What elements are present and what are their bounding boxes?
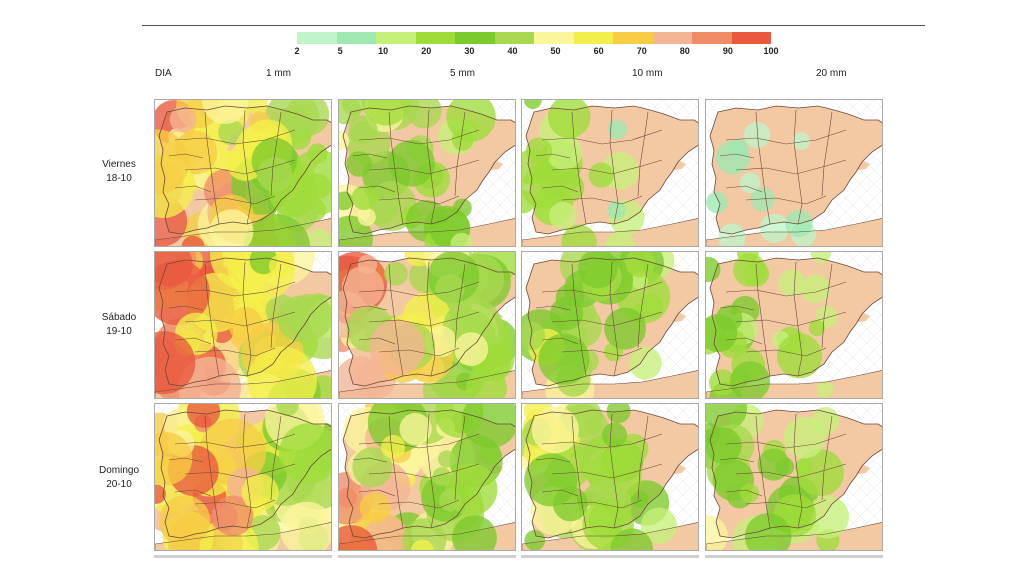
legend-swatch: [613, 32, 653, 44]
map-panel-saturday-20mm: [705, 251, 883, 399]
legend-label: 50: [550, 46, 561, 56]
column-header-20mm: 20 mm: [816, 68, 847, 79]
legend-swatch: [573, 32, 613, 44]
map-panel-sunday-5mm: [338, 403, 516, 551]
legend-swatch: [415, 32, 455, 44]
legend-label: 70: [636, 46, 647, 56]
legend-label: 10: [378, 46, 389, 56]
next-row-strip: [705, 555, 883, 558]
map-panel-saturday-10mm: [521, 251, 699, 399]
legend-label: 60: [593, 46, 604, 56]
row-label-saturday: Sábado 19-10: [88, 311, 150, 339]
map-panel-friday-5mm: [338, 99, 516, 247]
legend-swatch: [336, 32, 376, 44]
map-panel-saturday-1mm: [154, 251, 332, 399]
legend-swatch: [692, 32, 732, 44]
legend-label: 30: [464, 46, 475, 56]
map-panel-saturday-5mm: [338, 251, 516, 399]
legend-label: 80: [679, 46, 690, 56]
map-panel-friday-20mm: [705, 99, 883, 247]
next-row-strip: [521, 555, 699, 558]
map-panel-sunday-10mm: [521, 403, 699, 551]
row-day: Viernes: [102, 159, 136, 170]
legend-label: 100: [763, 46, 779, 56]
legend-swatch: [376, 32, 416, 44]
legend-swatch: [494, 32, 534, 44]
header-rule: [142, 25, 925, 26]
column-header-5mm: 5 mm: [450, 68, 475, 79]
column-header-1mm: 1 mm: [266, 68, 291, 79]
legend-labels: 2 5 10 20 30 40 50 60 70 80 90 100: [294, 46, 778, 58]
legend-label: 20: [421, 46, 432, 56]
probability-legend: [297, 32, 771, 44]
legend-label: 5: [337, 46, 343, 56]
row-date: 18-10: [106, 173, 132, 184]
row-day: Sábado: [101, 312, 137, 323]
map-panel-sunday-20mm: [705, 403, 883, 551]
legend-swatch: [297, 32, 337, 44]
row-label-friday: Viernes 18-10: [88, 158, 150, 186]
legend-swatch: [534, 32, 574, 44]
row-day: Domingo: [98, 465, 140, 476]
row-date: 19-10: [106, 326, 132, 337]
map-panel-friday-10mm: [521, 99, 699, 247]
row-date: 20-10: [106, 479, 132, 490]
column-header-10mm: 10 mm: [632, 68, 663, 79]
legend-swatch: [731, 32, 771, 44]
column-header-day: DIA: [155, 68, 172, 79]
row-label-sunday: Domingo 20-10: [88, 464, 150, 492]
legend-label: 40: [507, 46, 518, 56]
legend-label: 90: [722, 46, 733, 56]
legend-swatch: [455, 32, 495, 44]
map-panel-friday-1mm: [154, 99, 332, 247]
next-row-strip: [338, 555, 516, 558]
legend-label: 2: [294, 46, 300, 56]
map-panel-sunday-1mm: [154, 403, 332, 551]
next-row-strip: [154, 555, 332, 558]
legend-swatch: [652, 32, 692, 44]
